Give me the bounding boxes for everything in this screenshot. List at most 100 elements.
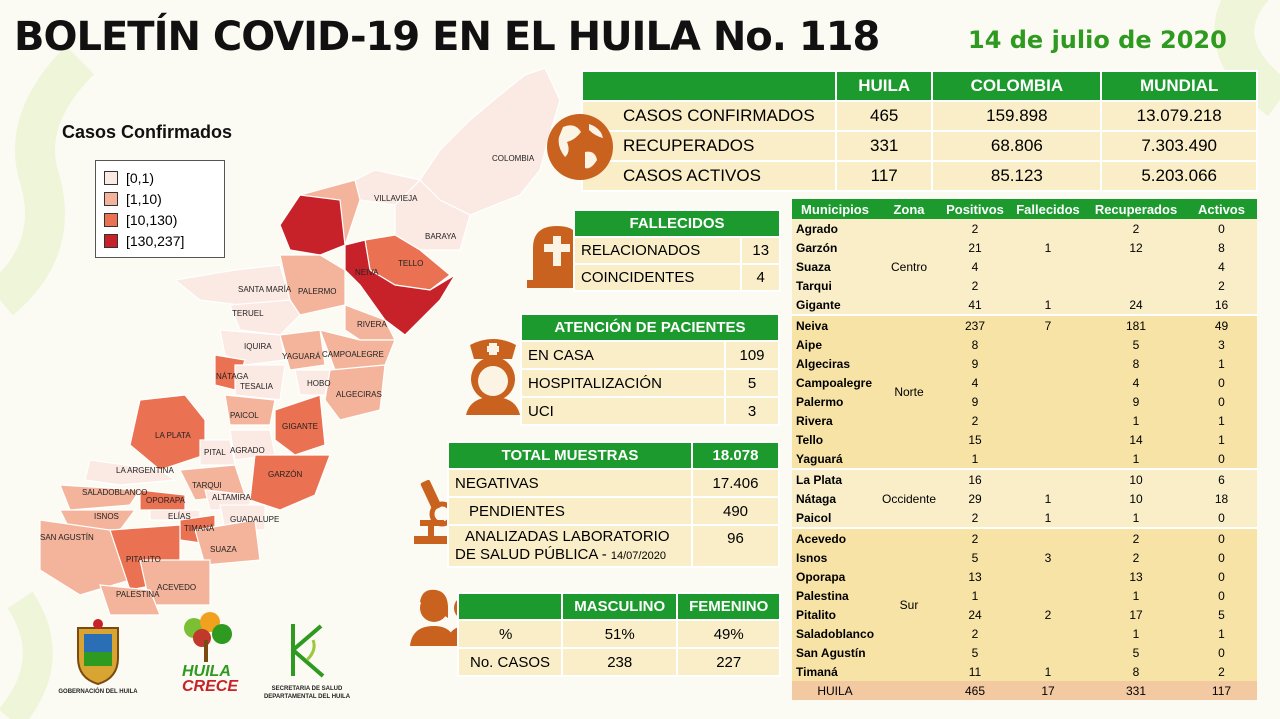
samples-value: 96	[691, 524, 780, 568]
huila-crece-logo: HUILA CRECE	[182, 664, 238, 695]
mun-row: Saladoblanco 2 1 1	[792, 624, 1257, 643]
mun-cell: 4	[971, 375, 979, 390]
huila-map	[39, 67, 561, 616]
map-label: NEIVA	[355, 268, 379, 277]
mun-name: Algeciras	[796, 356, 851, 371]
summary-cell: 7.303.490	[1100, 130, 1258, 162]
summary-header: MUNDIAL	[1100, 70, 1258, 102]
summary-cell: 465	[834, 100, 934, 132]
mun-cell: 0	[1218, 510, 1225, 525]
legend-label: [10,130)	[126, 211, 178, 228]
legend-label: [0,1)	[126, 169, 155, 186]
gender-cell: 49%	[676, 619, 781, 649]
mun-cell	[1010, 643, 1086, 662]
mun-cell: 1	[1044, 491, 1052, 506]
legend-item: [130,237]	[104, 230, 216, 251]
region-colombia	[419, 67, 561, 216]
mun-name: Tarqui	[796, 278, 832, 293]
map-label: RIVERA	[357, 320, 387, 329]
mun-cell: 1	[1132, 588, 1140, 603]
mun-cell: 13	[1129, 569, 1143, 584]
gobernacion-logo	[77, 619, 119, 686]
mun-cell	[1010, 335, 1086, 354]
samples-total: 18.078	[691, 441, 780, 470]
mun-name: Nátaga	[796, 491, 837, 506]
mun-cell: 16	[1214, 297, 1229, 312]
summary-label: RECUPERADOS	[581, 130, 837, 162]
mun-cell: 1	[1044, 240, 1052, 255]
mun-row: Agrado Centro 2 2 0	[792, 219, 1257, 274]
mun-row: Yaguará 1 1 0	[792, 449, 1257, 469]
mun-body: Agrado Centro 2 2 0 Garzón 21 1 12 8 Suaza 4 4 Tarqui…	[792, 219, 1257, 681]
mun-row: Timaná 11 1 8 2	[792, 662, 1257, 681]
mun-cell: 237	[940, 314, 1010, 335]
mun-header: Positivos	[940, 199, 1010, 219]
gender-cell: 51%	[560, 619, 679, 649]
gender-header-blank	[457, 592, 563, 621]
mun-cell: 1	[971, 451, 979, 466]
gender-cell: 227	[676, 647, 781, 677]
map-label: PALERMO	[298, 287, 337, 296]
mun-cell: 1	[1132, 451, 1140, 466]
map-label: TERUEL	[232, 309, 264, 318]
mun-total-cell: 17	[1010, 681, 1086, 700]
mun-row: Palestina 1 1 0	[792, 586, 1257, 605]
mun-row: Pitalito 24 2 17 5	[792, 605, 1257, 624]
mun-cell: 0	[1186, 527, 1257, 548]
map-label: SANTA MARÍA	[238, 285, 292, 294]
mun-cell: 2	[1044, 607, 1052, 622]
mun-cell: 0	[1218, 375, 1225, 390]
mun-row: San Agustín 5 5 0	[792, 643, 1257, 662]
mun-header: Fallecidos	[1010, 199, 1086, 219]
gobernacion-caption: GOBERNACIÓN DEL HUILA	[58, 689, 138, 695]
legend-swatch	[104, 212, 118, 227]
municipalities-table: Municipios Zona Positivos Fallecidos Rec…	[792, 199, 1257, 700]
mun-name: Pitalito	[796, 607, 837, 622]
map-label: YAGUARÁ	[282, 352, 321, 361]
mun-name: Agrado	[796, 221, 838, 236]
patients-value: 3	[724, 396, 780, 426]
samples-lab-line2: DE SALUD PÚBLICA -	[455, 545, 611, 563]
mun-cell: 0	[1218, 221, 1225, 236]
map-title: Casos Confirmados	[62, 122, 233, 142]
mun-cell	[1010, 567, 1086, 586]
mun-cell: 2	[971, 510, 979, 525]
mun-row: Palermo 9 9 0	[792, 392, 1257, 411]
map-label: LA PLATA	[155, 431, 191, 440]
mun-row: Oporapa 13 13 0	[792, 567, 1257, 586]
mun-header: Recuperados	[1086, 199, 1186, 219]
samples-title: TOTAL MUESTRAS	[447, 441, 693, 470]
samples-lab-line1: ANALIZADAS LABORATORIO	[465, 527, 670, 545]
mun-cell: 1	[971, 588, 979, 603]
region-campoalegre	[319, 329, 396, 371]
legend-swatch	[104, 191, 118, 206]
legend-item: [10,130)	[104, 209, 216, 230]
mun-cell	[1010, 219, 1086, 238]
mun-total-label: HUILA	[792, 681, 878, 700]
mun-cell: 2	[971, 278, 979, 293]
globe-icon	[547, 114, 613, 180]
mun-cell: 24	[968, 607, 982, 622]
summary-table: HUILA COLOMBIA MUNDIAL CASOS CONFIRMADOS…	[581, 70, 1258, 192]
mun-cell: 181	[1086, 314, 1186, 335]
mun-cell: 0	[1218, 569, 1225, 584]
region-saladoblanco	[59, 484, 142, 511]
mun-cell: 0	[1218, 645, 1225, 660]
summary-cell: 13.079.218	[1100, 100, 1258, 132]
summary-row: CASOS ACTIVOS 117 85.123 5.203.066	[581, 160, 1258, 192]
map-label: PALESTINA	[116, 590, 160, 599]
mun-cell: 12	[1129, 240, 1143, 255]
mun-cell: 3	[1044, 550, 1052, 565]
mun-name: Saladoblanco	[796, 626, 875, 641]
map-label: NÁTAGA	[216, 372, 249, 381]
patients-title: ATENCIÓN DE PACIENTES	[520, 313, 780, 342]
summary-cell: 68.806	[931, 130, 1103, 162]
mun-row: Rivera 2 1 1	[792, 411, 1257, 430]
patients-label: UCI	[520, 396, 726, 426]
mun-cell	[1010, 527, 1086, 548]
mun-row: Aipe 8 5 3	[792, 335, 1257, 354]
mun-name: Gigante	[796, 297, 841, 312]
mun-cell: 2	[1132, 221, 1140, 236]
map-label: ELÍAS	[168, 512, 191, 521]
summary-cell: 159.898	[931, 100, 1103, 132]
